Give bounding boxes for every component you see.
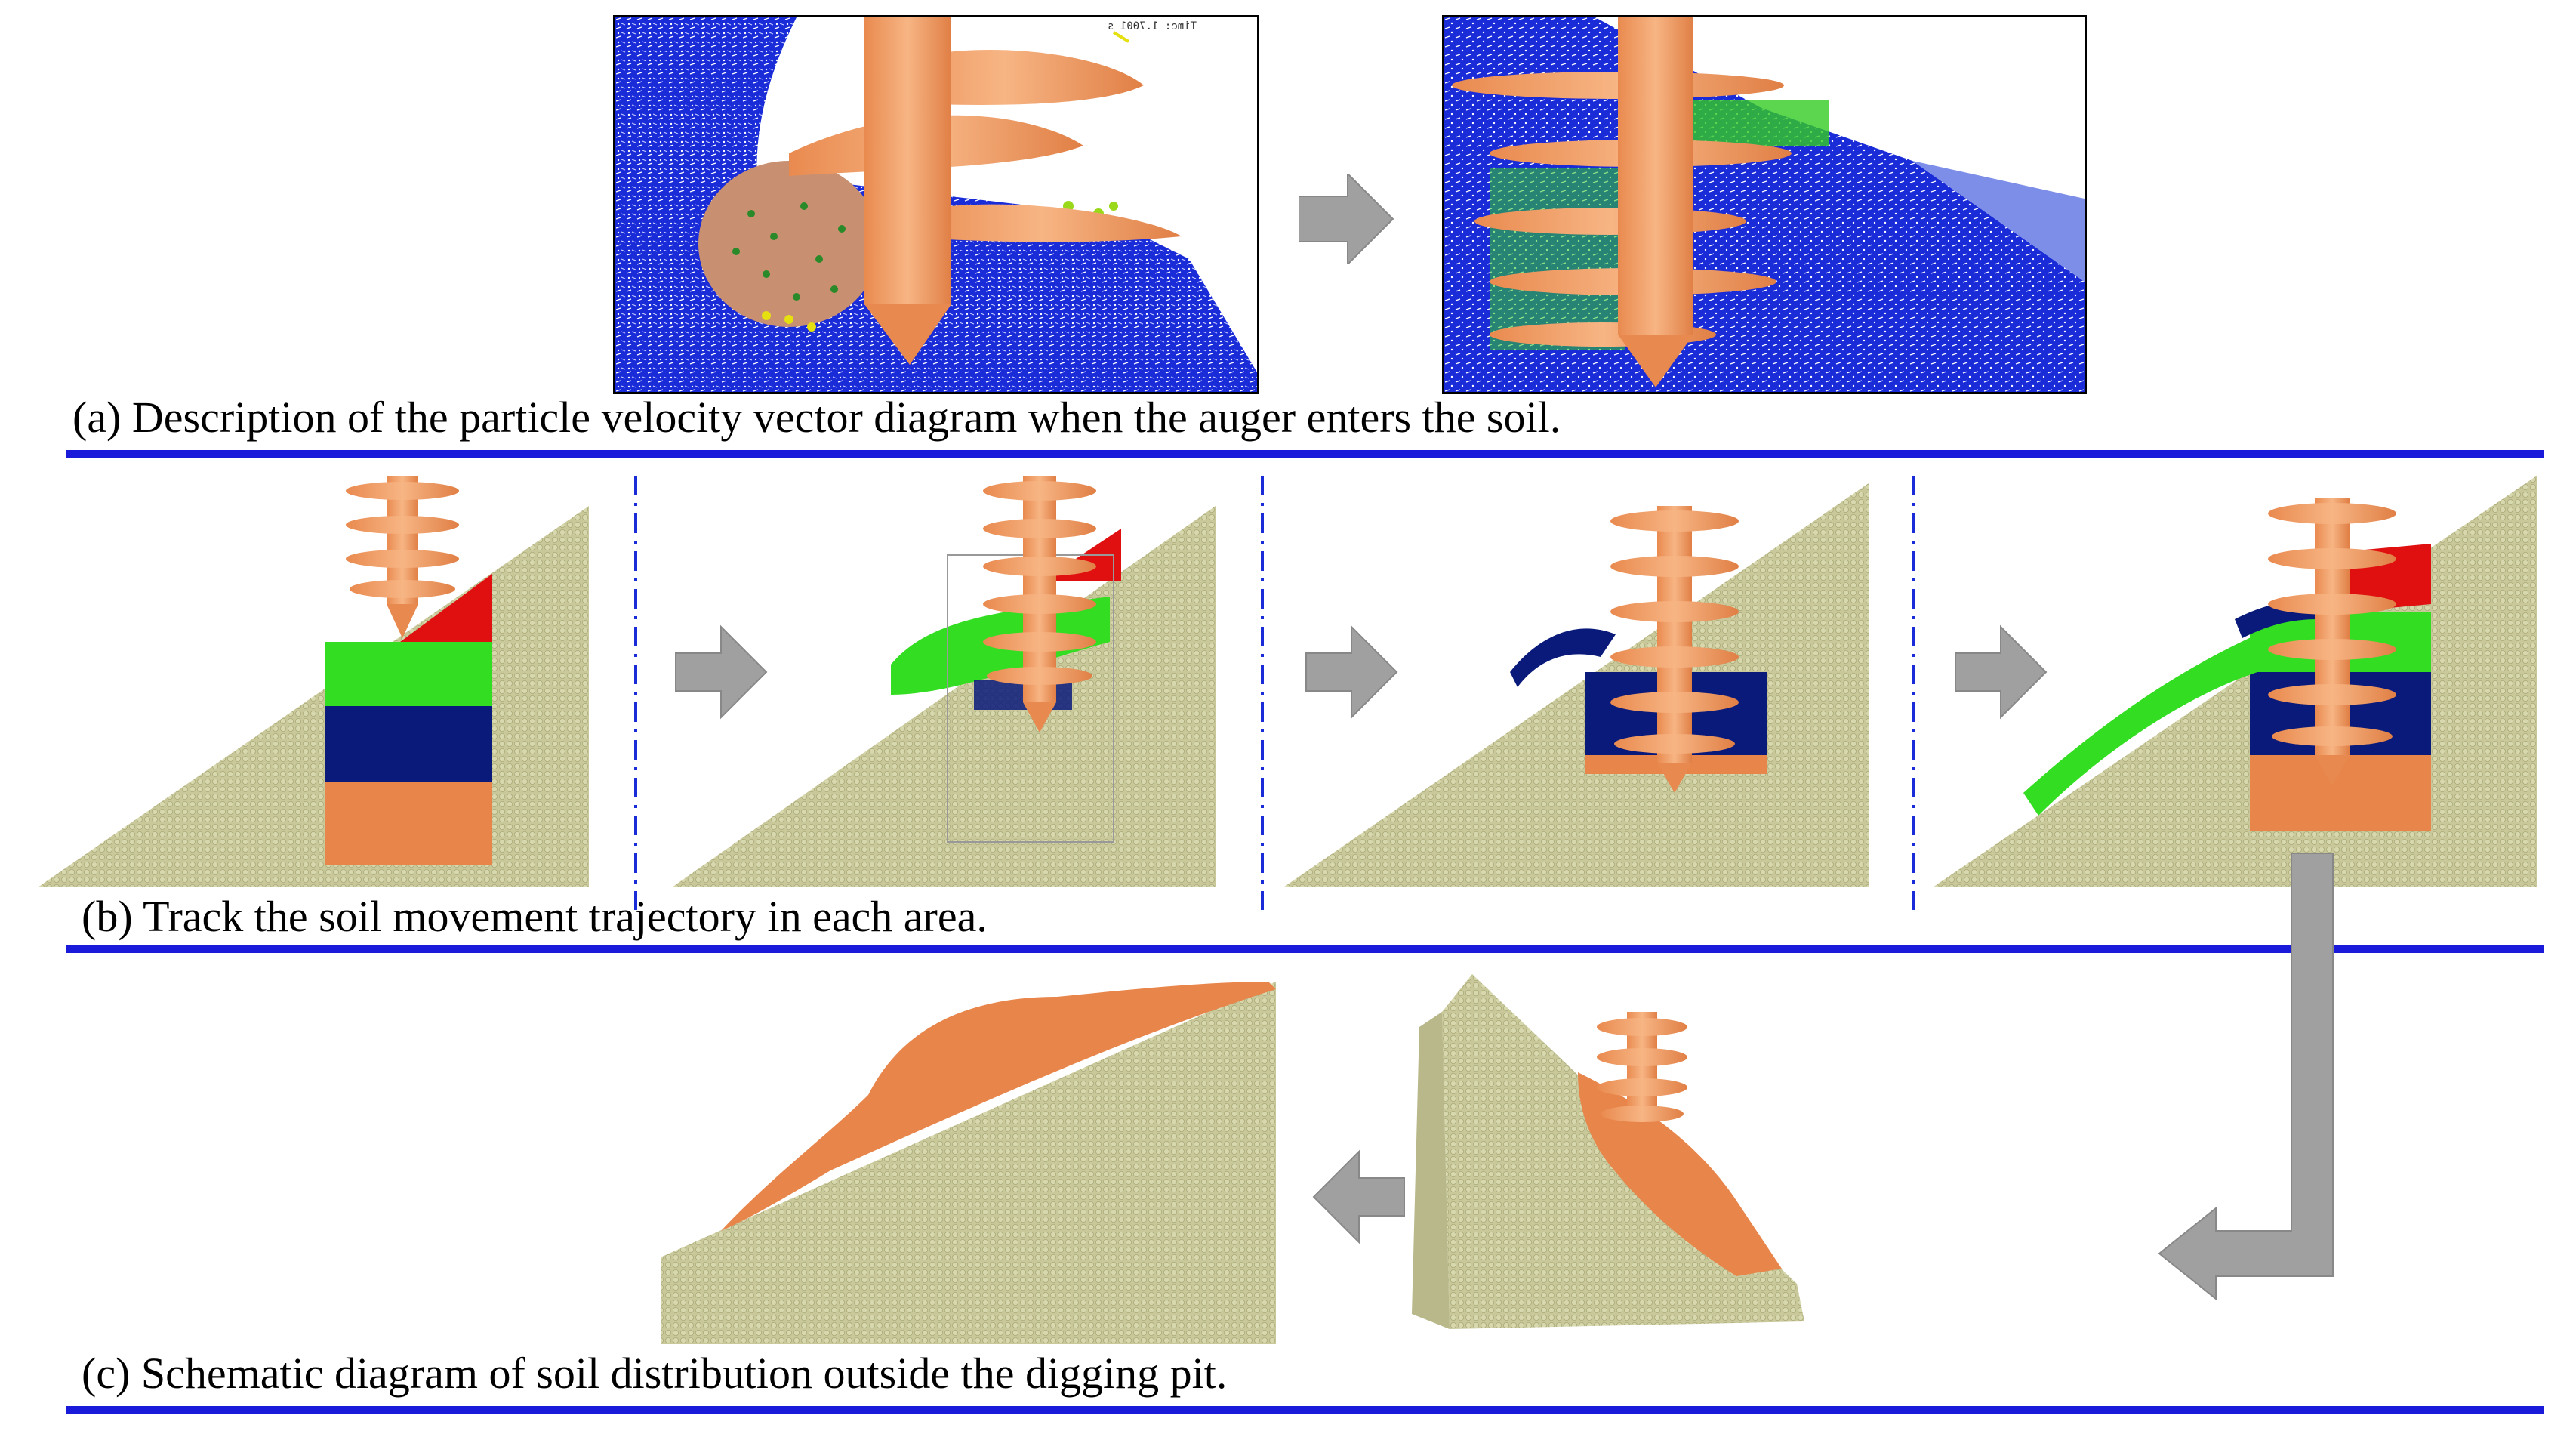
gray-arrow-right-b2 — [1305, 624, 1398, 720]
soil-distribution-strip — [661, 853, 2334, 1344]
trajectory-step-1 — [38, 476, 589, 887]
velocity-vector-image-1 — [615, 17, 1257, 392]
trajectory-step-3 — [1283, 483, 1869, 887]
velocity-vector-frame-1: Time: 1.7001 s — [613, 15, 1259, 394]
caption-b: (b) Track the soil movement trajectory i… — [82, 892, 988, 941]
soil-distribution-side-view — [661, 982, 1276, 1344]
gray-arrow-right-a — [1299, 174, 1394, 264]
velocity-vector-frame-2 — [1442, 15, 2087, 394]
simulation-timestamp: Time: 1.7001 s — [1107, 20, 1197, 32]
divider-rule-2 — [66, 945, 2544, 953]
soil-trajectory-strip — [38, 476, 2537, 910]
velocity-vector-image-2 — [1444, 17, 2085, 392]
caption-a: (a) Description of the particle velocity… — [72, 393, 1561, 442]
gray-arrow-left-c — [1312, 1149, 1405, 1244]
gray-arrow-elbow — [2158, 853, 2334, 1301]
gray-arrow-right-b3 — [1955, 624, 2048, 720]
divider-rule-1 — [66, 450, 2544, 458]
divider-rule-3 — [66, 1406, 2544, 1414]
trajectory-step-2 — [672, 476, 1216, 887]
soil-distribution-3d-view — [1412, 974, 1804, 1329]
trajectory-step-4 — [1933, 476, 2537, 887]
caption-c: (c) Schematic diagram of soil distributi… — [82, 1349, 1228, 1398]
gray-arrow-right-b1 — [675, 624, 768, 720]
